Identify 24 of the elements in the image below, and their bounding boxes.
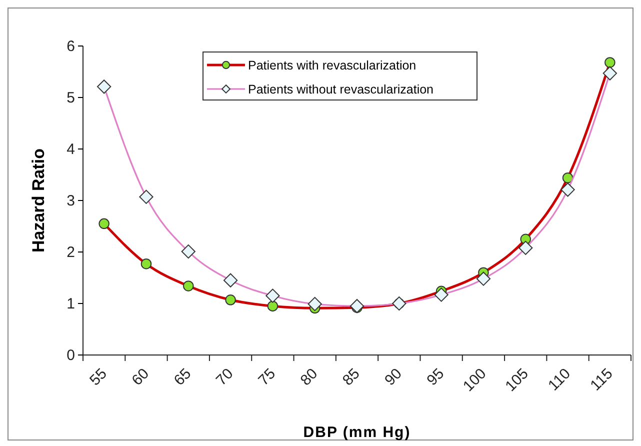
y-tick-label: 4 [66, 140, 75, 158]
x-tick-label: 90 [382, 365, 406, 390]
x-tick-label: 110 [545, 365, 574, 394]
x-tick-label: 65 [170, 365, 195, 390]
x-tick-label: 95 [424, 365, 448, 390]
legend-label: Patients without revascularization [248, 82, 434, 96]
x-tick-label: 100 [460, 365, 490, 395]
y-tick-label: 1 [66, 295, 75, 312]
x-tick-label: 60 [128, 365, 152, 390]
y-axis-title: Hazard Ratio [29, 148, 48, 252]
x-tick-label: 115 [587, 365, 616, 394]
y-tick-label: 0 [66, 346, 75, 364]
y-tick-label: 6 [66, 38, 75, 55]
x-tick-label: 80 [297, 365, 322, 390]
x-tick-label: 55 [86, 365, 110, 390]
y-tick-label: 2 [66, 244, 75, 261]
x-tick-label: 85 [339, 365, 364, 390]
x-tick-label: 105 [502, 365, 532, 395]
y-tick-label: 3 [66, 192, 75, 210]
x-tick-label: 75 [255, 365, 279, 390]
legend-label: Patients with revascularization [248, 58, 416, 72]
y-tick-label: 5 [66, 89, 75, 106]
x-axis-title: DBP (mm Hg) [303, 424, 411, 441]
x-tick-label: 70 [212, 365, 237, 390]
